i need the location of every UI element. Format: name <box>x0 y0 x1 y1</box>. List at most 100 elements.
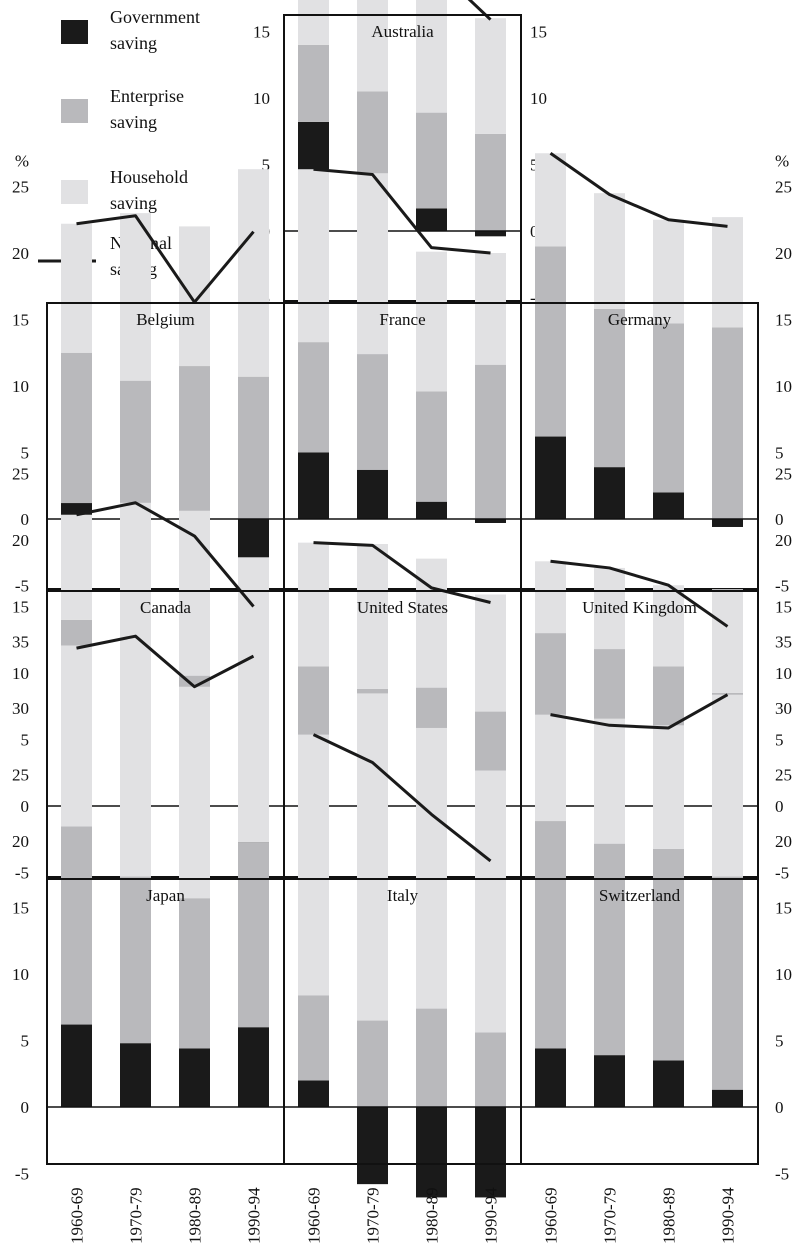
y-tick-label: 15 <box>12 311 29 330</box>
x-category-label: 1960-69 <box>542 1187 561 1244</box>
bar-government-1960-69 <box>535 436 566 519</box>
panel-frame <box>283 14 522 302</box>
bar-household-1960-69 <box>61 223 92 353</box>
y-tick-label: 15 <box>775 311 792 330</box>
panel-title: United States <box>357 598 448 617</box>
y-tick-label: 20 <box>775 531 792 550</box>
panel-france: France <box>283 167 522 590</box>
y-tick-label: 25 <box>12 766 29 785</box>
bar-government-1990-94 <box>475 231 506 237</box>
bar-enterprise-1970-79 <box>357 1020 388 1107</box>
bar-enterprise-1990-94 <box>475 133 506 231</box>
y-tick-label: 25 <box>775 766 792 785</box>
bar-household-1970-79 <box>594 193 625 309</box>
panel-title: United Kingdom <box>582 598 697 617</box>
bar-government-1970-79 <box>357 469 388 519</box>
bar-government-1990-94 <box>238 1027 269 1107</box>
y-tick-label: 20 <box>775 244 792 263</box>
bar-household-1960-69 <box>61 645 92 827</box>
bar-government-1980-89 <box>653 1060 684 1107</box>
bar-enterprise-1980-89 <box>179 366 210 519</box>
bar-enterprise-1990-94 <box>712 327 743 519</box>
unit-label: % <box>15 152 29 171</box>
bar-household-1980-89 <box>179 686 210 899</box>
bar-household-1980-89 <box>653 585 684 667</box>
bar-household-1960-69 <box>535 153 566 247</box>
bar-household-1970-79 <box>357 693 388 1021</box>
bar-enterprise-1960-69 <box>61 826 92 1025</box>
bar-government-1970-79 <box>120 1043 151 1107</box>
y-tick-label: 5 <box>21 444 30 463</box>
y-tick-label: 10 <box>12 377 29 396</box>
y-tick-label: 20 <box>12 832 29 851</box>
bar-government-1990-94 <box>712 519 743 527</box>
bar-government-1980-89 <box>416 1107 447 1198</box>
bar-household-1970-79 <box>120 213 151 381</box>
national-saving-line <box>313 167 491 255</box>
bar-household-1960-69 <box>298 734 329 996</box>
y-tick-label: 0 <box>775 510 784 529</box>
legend-label-government: Government <box>110 7 200 27</box>
y-tick-label: 30 <box>775 699 792 718</box>
legend-label-government: saving <box>110 33 157 53</box>
y-axis-row3-right: -5 0 5 10 15 20 25 <box>775 465 792 883</box>
y-tick-label: 25 <box>12 178 29 197</box>
y-tick-label: 15 <box>12 899 29 918</box>
y-tick-label: 10 <box>775 664 792 683</box>
x-category-label: 1960-69 <box>68 1187 87 1244</box>
y-tick-label: 10 <box>775 377 792 396</box>
bar-government-1990-94 <box>475 1107 506 1198</box>
national-saving-line <box>76 634 255 689</box>
y-tick-label: 5 <box>262 156 271 175</box>
bar-household-1960-69 <box>298 169 329 343</box>
legend-label-household: saving <box>110 193 157 213</box>
bar-enterprise-1980-89 <box>416 391 447 502</box>
national-saving-line <box>467 0 492 21</box>
bar-household-1990-94 <box>475 770 506 1033</box>
bar-enterprise-1980-89 <box>653 848 684 1061</box>
y-axis-row2-left: % -5 0 5 10 15 20 25 <box>12 152 29 596</box>
bar-government-1990-94 <box>475 519 506 523</box>
bar-enterprise-1980-89 <box>179 898 210 1049</box>
x-category-label: 1980-89 <box>660 1187 679 1244</box>
y-axis-row3-left: -5 0 5 10 15 20 25 <box>12 465 29 883</box>
bar-household-1990-94 <box>475 18 506 134</box>
y-tick-label: 25 <box>12 465 29 484</box>
bar-enterprise-1990-94 <box>712 876 743 1090</box>
bar-household-1980-89 <box>653 219 684 324</box>
bar-household-1980-89 <box>416 727 447 1009</box>
bar-household-1980-89 <box>179 226 210 367</box>
y-tick-label: 10 <box>253 89 270 108</box>
panels: Australia Belgium France Germany Canada Unite… <box>46 0 759 1198</box>
y-tick-label: 15 <box>12 598 29 617</box>
panel-title: Belgium <box>136 310 195 329</box>
bar-household-1970-79 <box>594 567 625 650</box>
y-tick-label: 15 <box>530 23 547 42</box>
panel-title: Canada <box>140 598 191 617</box>
bar-household-1960-69 <box>61 514 92 620</box>
y-tick-label: -5 <box>15 577 29 596</box>
national-saving-line <box>76 214 255 304</box>
bar-household-1990-94 <box>238 653 269 843</box>
bar-household-1960-69 <box>298 542 329 667</box>
bar-enterprise-1990-94 <box>475 1032 506 1107</box>
y-tick-label: 0 <box>21 797 30 816</box>
bar-enterprise-1960-69 <box>298 44 329 122</box>
y-tick-label: 10 <box>775 965 792 984</box>
x-category-label: 1980-89 <box>423 1187 442 1244</box>
y-axis-row4-left: -5 0 5 10 15 20 25 30 35 <box>12 633 29 1184</box>
bar-enterprise-1980-89 <box>653 323 684 493</box>
y-tick-label: -5 <box>775 1165 789 1184</box>
x-category-label: 1980-89 <box>186 1187 205 1244</box>
y-tick-label: -5 <box>775 577 789 596</box>
bar-household-1990-94 <box>475 253 506 365</box>
y-tick-label: 30 <box>12 699 29 718</box>
y-tick-label: 15 <box>775 899 792 918</box>
bar-government-1960-69 <box>298 1080 329 1107</box>
bar-enterprise-1970-79 <box>120 380 151 519</box>
bar-household-1960-69 <box>298 0 329 45</box>
y-tick-label: 5 <box>775 444 784 463</box>
bar-government-1980-89 <box>179 1048 210 1107</box>
bar-enterprise-1990-94 <box>238 376 269 519</box>
bar-enterprise-1990-94 <box>238 842 269 1028</box>
